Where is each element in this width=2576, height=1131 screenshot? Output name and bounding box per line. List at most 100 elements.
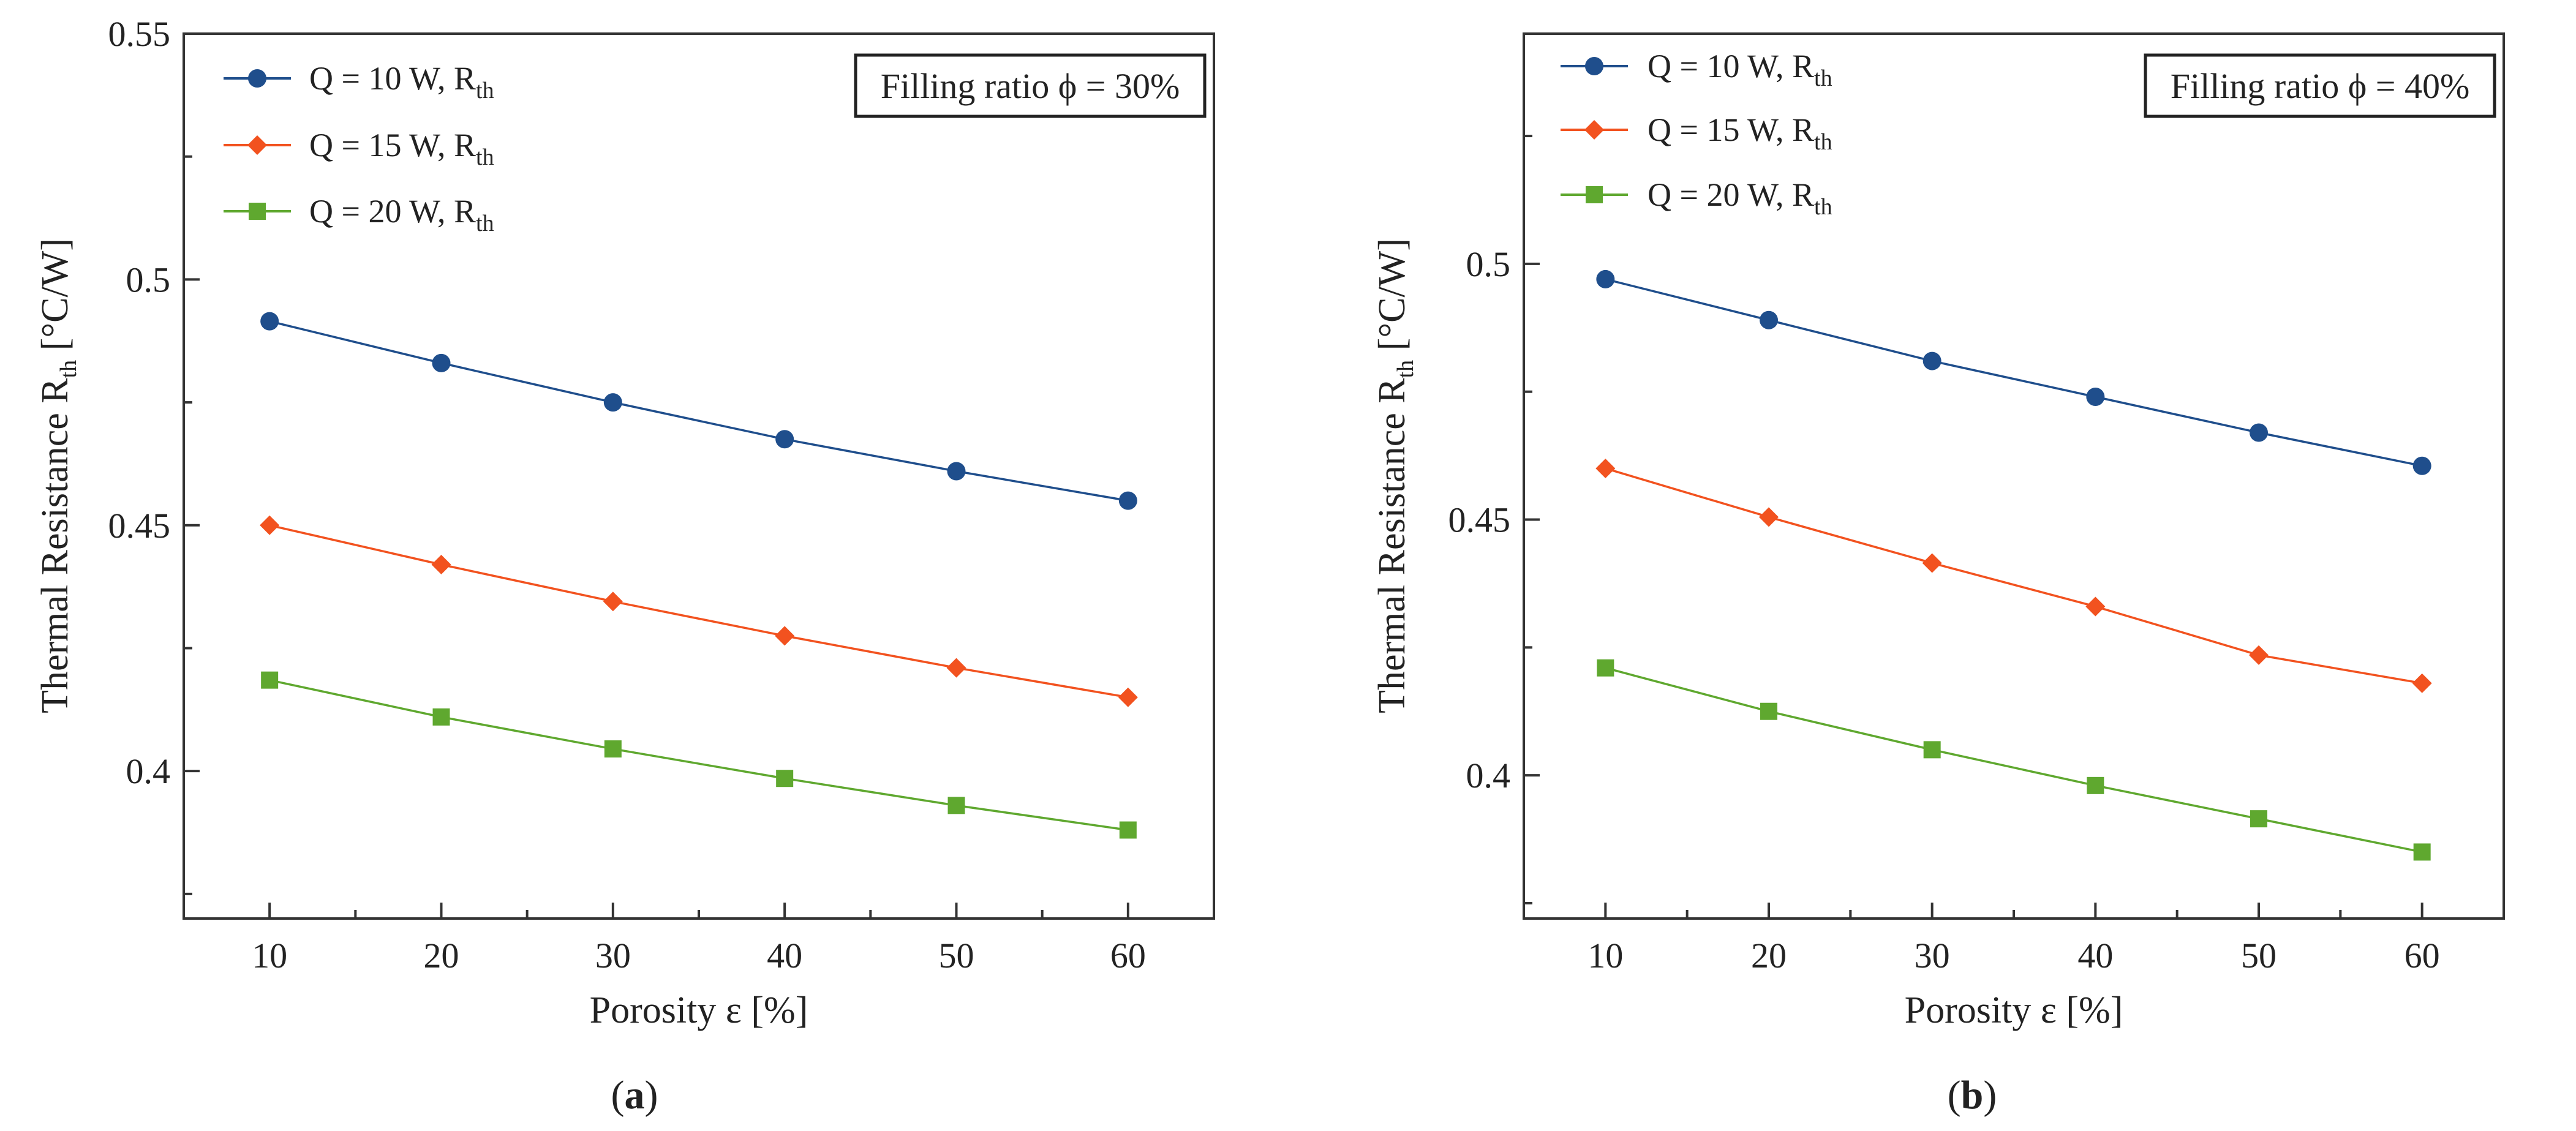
legend: Q = 10 W, Rth Q = 15 W, Rth Q = 20 W, Rt… bbox=[1561, 48, 1832, 220]
data-series bbox=[1595, 269, 2432, 861]
x-tick-label: 10 bbox=[1587, 936, 1623, 975]
data-point bbox=[1596, 269, 1615, 288]
x-axis-title: Porosity ε [%] bbox=[1905, 990, 2123, 1031]
legend-item-q10: Q = 10 W, Rth bbox=[224, 60, 494, 103]
x-tick-label: 40 bbox=[767, 936, 802, 975]
x-tick-label: 40 bbox=[2077, 936, 2113, 975]
data-point bbox=[603, 393, 622, 412]
legend-marker-circle bbox=[248, 69, 266, 88]
data-point bbox=[1118, 491, 1137, 510]
series-line-q10 bbox=[1605, 278, 2423, 467]
data-point bbox=[1119, 821, 1137, 839]
data-point bbox=[1595, 458, 1616, 478]
svg-text:Filling ratio ϕ = 30%: Filling ratio ϕ = 30% bbox=[881, 66, 1180, 106]
axis-ticks: 10 20 30 40 50 60 0.4 0.45 0.5 0.55 bbox=[108, 14, 1146, 975]
svg-text:Q = 20 W, Rth: Q = 20 W, Rth bbox=[1648, 176, 1832, 220]
legend-marker-diamond bbox=[247, 135, 267, 155]
svg-text:Q = 10 W, Rth: Q = 10 W, Rth bbox=[309, 60, 494, 103]
legend-marker-square bbox=[1586, 186, 1603, 203]
data-point bbox=[1923, 741, 1941, 759]
data-point bbox=[2249, 645, 2269, 665]
y-tick-label: 0.45 bbox=[1448, 500, 1511, 539]
legend-item-q10: Q = 10 W, Rth bbox=[1561, 48, 1832, 91]
data-point bbox=[1760, 702, 1777, 720]
y-tick-label: 0.55 bbox=[108, 14, 171, 54]
legend-marker-circle bbox=[1585, 57, 1603, 75]
data-point bbox=[603, 592, 623, 612]
series-line-q15 bbox=[269, 524, 1129, 699]
data-point bbox=[1923, 351, 1941, 370]
x-tick-label: 50 bbox=[939, 936, 974, 975]
data-point bbox=[432, 353, 451, 372]
legend-item-q20: Q = 20 W, Rth bbox=[224, 193, 494, 236]
data-point bbox=[431, 555, 451, 574]
x-tick-label: 50 bbox=[2241, 936, 2277, 975]
data-point bbox=[775, 430, 794, 449]
data-point bbox=[2413, 843, 2431, 861]
x-tick-label: 30 bbox=[1915, 936, 1950, 975]
y-tick-label: 0.4 bbox=[126, 751, 171, 791]
data-point bbox=[776, 770, 794, 787]
legend: Q = 10 W, Rth Q = 15 W, Rth Q = 20 W, Rt… bbox=[224, 60, 494, 236]
y-tick-label: 0.45 bbox=[108, 506, 171, 546]
y-tick-label: 0.5 bbox=[1466, 244, 1511, 284]
data-point bbox=[2086, 388, 2105, 407]
legend-item-q15: Q = 15 W, Rth bbox=[1561, 111, 1832, 155]
data-series bbox=[260, 312, 1138, 839]
x-tick-label: 10 bbox=[252, 936, 287, 975]
svg-text:Q = 15 W, Rth: Q = 15 W, Rth bbox=[309, 127, 494, 170]
panel-b: 10 20 30 40 50 60 0.4 0.45 0.5 Thermal Resistanc… bbox=[1371, 32, 2505, 1118]
data-point bbox=[1922, 553, 1942, 573]
data-point bbox=[432, 708, 450, 726]
legend-marker-square bbox=[249, 203, 266, 220]
svg-text:Filling ratio ϕ = 40%: Filling ratio ϕ = 40% bbox=[2171, 66, 2470, 106]
series-line-q10 bbox=[269, 320, 1129, 502]
data-point bbox=[260, 515, 280, 535]
data-point bbox=[1597, 659, 1614, 677]
axis-ticks: 10 20 30 40 50 60 0.4 0.45 0.5 bbox=[1448, 135, 2440, 975]
filling-ratio-annotation: Filling ratio ϕ = 30% bbox=[854, 53, 1207, 118]
svg-text:Q = 20 W, Rth: Q = 20 W, Rth bbox=[309, 193, 494, 236]
legend-item-q20: Q = 20 W, Rth bbox=[1561, 176, 1832, 220]
data-point bbox=[2250, 423, 2268, 442]
data-point bbox=[775, 626, 795, 646]
data-point bbox=[1118, 687, 1138, 707]
y-tick-label: 0.5 bbox=[126, 260, 171, 299]
data-point bbox=[260, 312, 279, 331]
series-line-q20 bbox=[269, 678, 1129, 832]
data-point bbox=[2085, 596, 2106, 617]
data-point bbox=[1759, 507, 1779, 527]
x-tick-label: 20 bbox=[1751, 936, 1787, 975]
data-point bbox=[2087, 776, 2104, 794]
panel-label: (a) bbox=[611, 1073, 658, 1118]
data-point bbox=[604, 740, 622, 758]
filling-ratio-annotation: Filling ratio ϕ = 40% bbox=[2144, 53, 2496, 118]
plot-frame bbox=[183, 32, 1215, 920]
panel-label: (b) bbox=[1948, 1073, 1997, 1118]
data-point bbox=[947, 462, 966, 481]
x-tick-label: 30 bbox=[595, 936, 631, 975]
plot-frame bbox=[1523, 32, 2505, 920]
x-tick-label: 60 bbox=[1110, 936, 1146, 975]
x-axis-title: Porosity ε [%] bbox=[590, 990, 808, 1031]
series-line-q20 bbox=[1605, 667, 2423, 854]
x-tick-label: 20 bbox=[424, 936, 459, 975]
x-tick-label: 60 bbox=[2405, 936, 2440, 975]
y-axis-title: Thermal Resistance Rth [°C/W] bbox=[1371, 238, 1418, 713]
panel-a: 10 20 30 40 50 60 0.4 0.45 0.5 0.55 Thermal Resis… bbox=[34, 14, 1215, 1118]
data-point bbox=[947, 797, 965, 814]
series-line-q15 bbox=[1605, 467, 2422, 685]
data-point bbox=[946, 658, 966, 678]
data-point bbox=[2250, 810, 2267, 828]
legend-marker-diamond bbox=[1584, 120, 1604, 140]
data-point bbox=[261, 671, 279, 689]
data-point bbox=[2412, 456, 2431, 475]
legend-item-q15: Q = 15 W, Rth bbox=[224, 127, 494, 170]
data-point bbox=[1760, 310, 1778, 329]
svg-text:Q = 10 W, Rth: Q = 10 W, Rth bbox=[1648, 48, 1832, 91]
y-axis-title: Thermal Resistance Rth [°C/W] bbox=[34, 238, 81, 713]
svg-text:Q = 15 W, Rth: Q = 15 W, Rth bbox=[1648, 111, 1832, 155]
data-point bbox=[2412, 673, 2432, 693]
y-tick-label: 0.4 bbox=[1466, 756, 1511, 795]
